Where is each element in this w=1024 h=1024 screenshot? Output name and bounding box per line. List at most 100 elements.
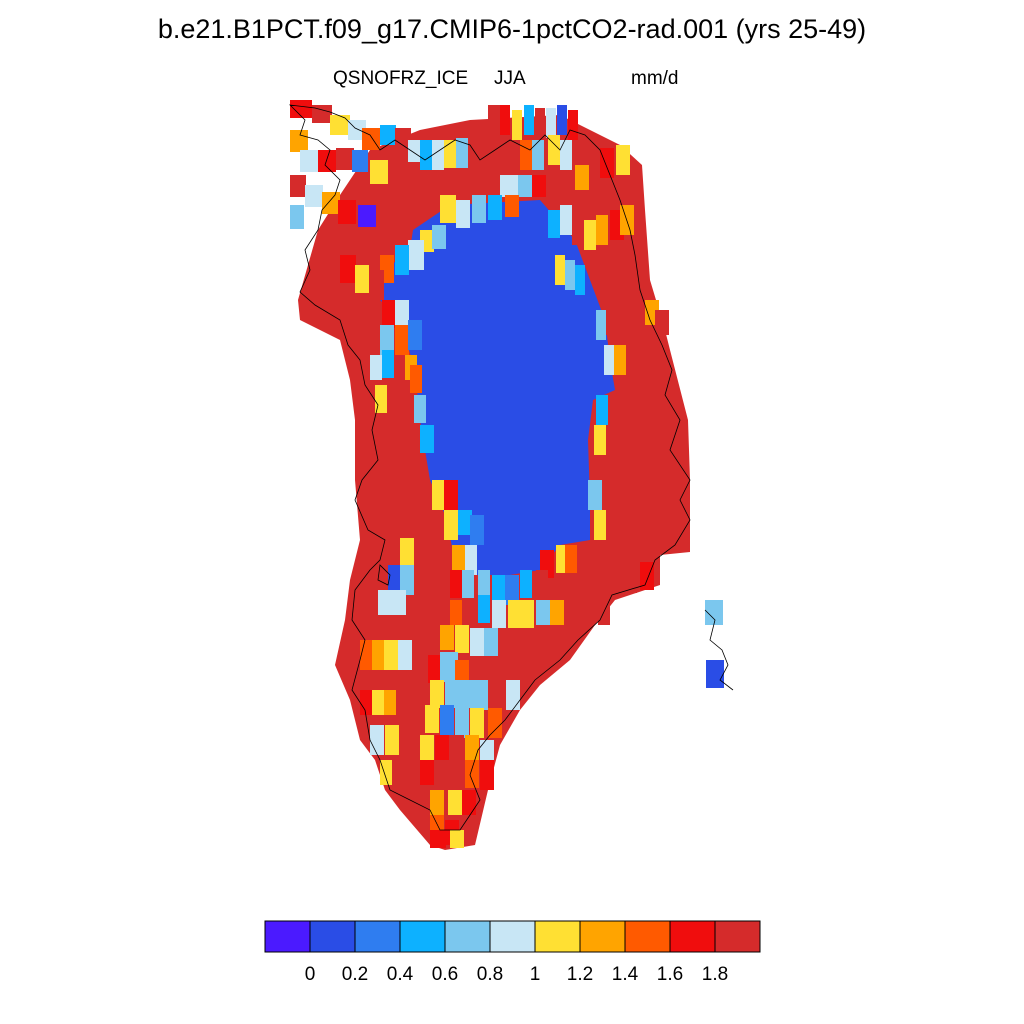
units-label: mm/d [631,68,679,89]
grid-cell [584,220,596,250]
grid-cell [355,265,369,293]
grid-cell [524,105,534,135]
colorbar-tick-label: 1 [530,964,541,985]
colorbar-box [264,920,311,953]
grid-cell [596,215,608,245]
grid-cell [600,148,614,178]
grid-cell [372,690,384,715]
grid-cell [384,690,396,715]
grid-cell [488,708,502,738]
grid-cell [594,510,606,540]
colorbar-box [309,920,356,953]
grid-cell [520,140,532,170]
colorbar-tick-label: 1.8 [702,964,728,985]
grid-cell [432,480,446,510]
colorbar-box [444,920,491,953]
grid-cell [455,708,469,738]
grid-cell [322,192,340,214]
grid-cell [505,195,519,217]
grid-cell [625,565,637,593]
grid-cell [455,625,469,653]
grid-cell [385,725,399,755]
grid-cell [470,708,484,738]
grid-cell [500,105,510,135]
grid-cell [484,628,498,656]
grid-cell [290,100,312,118]
grid-cell [450,600,462,625]
colorbar-box [579,920,626,953]
colorbar-tick-label: 1.4 [612,964,639,985]
grid-cell [532,175,546,197]
grid-cell [318,150,336,172]
grid-cell [465,735,479,763]
grid-cell [338,200,356,224]
colorbar-tick-label: 0.2 [342,964,368,985]
grid-cell [435,735,449,760]
grid-cell [500,175,518,197]
grid-cell [395,245,409,275]
grid-cell [546,108,556,138]
grid-cell [290,175,306,197]
grid-cell [616,145,630,175]
grid-cell [575,165,589,190]
grid-cell [395,128,411,150]
grid-cell [395,300,409,328]
coastline [288,104,734,831]
colorbar-tick-labels: 0 0.2 0.4 0.6 0.8 1 1.2 1.4 1.6 1.8 [305,964,729,985]
grid-cell [458,510,472,535]
grid-cell [330,115,350,135]
grid-cell [505,575,519,605]
grid-cell [535,108,545,138]
grid-cell [440,625,454,650]
plot-title: b.e21.B1PCT.f09_g17.CMIP6-1pctCO2-rad.00… [157,14,867,44]
grid-cell [470,628,484,656]
grid-cell [445,680,461,708]
grid-cell [382,350,394,378]
grid-cell [384,640,398,670]
grid-cell [560,140,572,170]
colorbar-box [534,920,581,953]
grid-cell [400,538,414,568]
grid-cell [594,425,606,455]
grid-cell [440,705,454,735]
grid-cell [508,600,522,628]
grid-cell [492,575,506,605]
grid-cell [520,570,532,598]
grid-cell [492,600,506,628]
colorbar-tick-label: 1.2 [567,964,593,985]
grid-cell [450,570,462,598]
grid-cell [430,830,446,848]
season-label: JJA [494,68,526,89]
colorbar-tick-label: 0.8 [477,964,503,985]
grid-cell [488,105,500,135]
grid-cell [462,600,474,625]
grid-cell [550,600,564,625]
colorbar-tick-label: 1.6 [657,964,683,985]
grid-cell [414,395,426,423]
grid-cell [450,830,464,848]
grid-cell [532,140,544,170]
grid-cell [440,652,458,682]
grid-cell [596,310,606,340]
colorbar-box [354,920,401,953]
grid-cell [400,565,414,595]
grid-cell [420,425,434,453]
grid-cell [705,600,723,625]
grid-cell [420,140,432,170]
grid-cell [336,148,354,170]
grid-cell [518,175,532,197]
colorbar-box [714,920,761,953]
grid-cell [606,305,616,335]
grid-cell [300,150,320,172]
grid-cell [432,225,446,249]
grid-cell [408,240,424,270]
grid-cell [560,205,572,235]
grid-cell [506,680,520,710]
grid-cell [444,140,456,168]
grid-cell [370,160,388,184]
grid-cell [360,690,372,715]
grid-cell [460,680,474,708]
grid-cell [655,310,669,335]
